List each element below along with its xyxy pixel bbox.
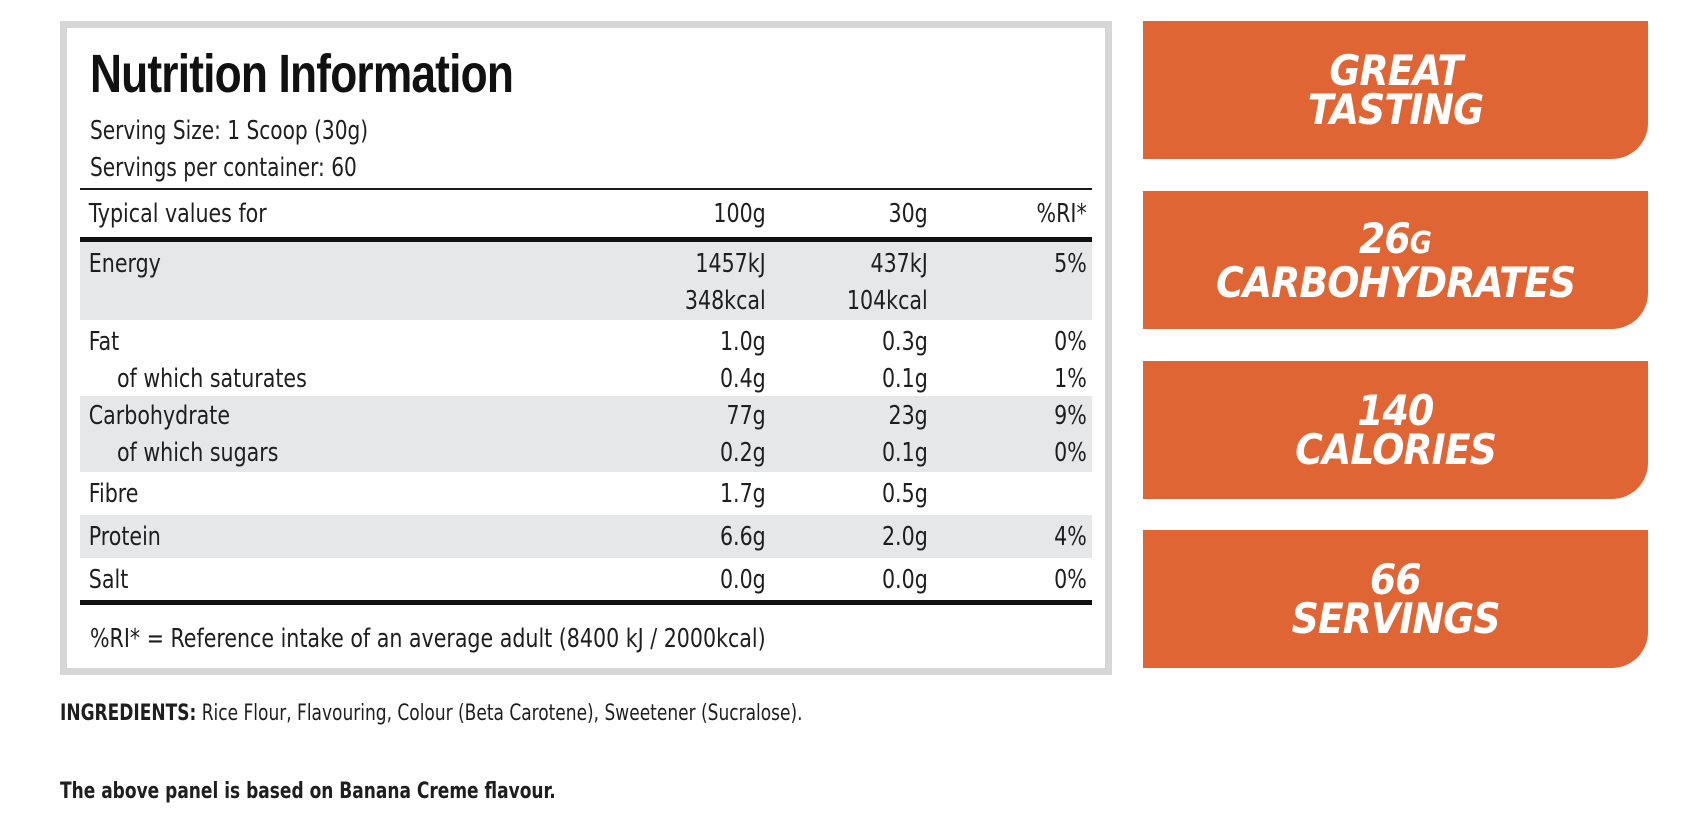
badge-line-1: 140	[1357, 386, 1434, 435]
saturates-100g: 0.4g	[719, 364, 766, 394]
carbohydrate-ri: 9%	[1054, 401, 1087, 431]
row-value-100g: 1.0g 0.4g	[627, 324, 771, 398]
fat-ri: 0%	[1054, 327, 1087, 357]
row-value-100g: 77g 0.2g	[627, 398, 771, 472]
panel-title: Nutrition Information	[90, 44, 514, 104]
badge-line-2: CARBOHYDRATES	[1215, 257, 1576, 307]
table-row-energy: Energy 1457kJ 348kcal 437kJ 104kcal 5%	[80, 242, 1092, 320]
ingredients-list: Rice Flour, Flavouring, Colour (Beta Car…	[196, 701, 803, 726]
row-value-100g: 1457kJ 348kcal	[627, 246, 771, 320]
saturates-30g: 0.1g	[881, 364, 928, 394]
row-value-30g: 437kJ 104kcal	[790, 246, 933, 320]
row-value-100g: 6.6g	[719, 522, 766, 552]
energy-kcal-30g: 104kcal	[846, 286, 928, 316]
badge-servings: 66 SERVINGS	[1143, 530, 1648, 668]
ingredients-text: INGREDIENTS: Rice Flour, Flavouring, Col…	[60, 700, 803, 728]
row-value-ri: 9% 0%	[952, 398, 1092, 472]
row-value-100g: 1.7g	[719, 479, 766, 509]
badge-line-1: 26G	[1359, 217, 1432, 263]
badge-number: 26	[1359, 213, 1411, 263]
badge-line-2: TASTING	[1307, 85, 1484, 134]
badge-unit: G	[1410, 225, 1432, 261]
sugars-30g: 0.1g	[881, 438, 928, 468]
row-value-30g: 0.0g	[881, 565, 928, 595]
table-row-carbohydrate: Carbohydrate of which sugars 77g 0.2g 23…	[80, 396, 1092, 472]
badge-great-tasting: GREAT TASTING	[1143, 21, 1648, 159]
column-header-30g: 30g	[888, 199, 928, 229]
row-label: Fat of which saturates	[80, 324, 544, 398]
servings-per-container: Servings per container: 60	[90, 153, 357, 183]
row-label: Carbohydrate of which sugars	[80, 398, 544, 472]
carbohydrate-30g: 23g	[888, 401, 928, 431]
table-header-row: Typical values for 100g 30g %RI*	[80, 190, 1092, 237]
badge-calories: 140 CALORIES	[1143, 361, 1648, 499]
table-row-fibre: Fibre 1.7g 0.5g	[80, 472, 1092, 515]
row-label: Energy	[88, 249, 161, 279]
badge-line-1: GREAT	[1329, 46, 1463, 95]
row-value-ri: 0% 1%	[952, 324, 1092, 398]
ingredients-label: INGREDIENTS:	[60, 701, 197, 726]
flavour-note: The above panel is based on Banana Creme…	[60, 779, 556, 804]
saturates-ri: 1%	[1054, 364, 1087, 394]
row-value-30g: 23g 0.1g	[790, 398, 933, 472]
badge-carbohydrates: 26G CARBOHYDRATES	[1143, 191, 1648, 329]
badge-line-2: CALORIES	[1295, 425, 1497, 474]
row-value-30g: 0.3g 0.1g	[790, 324, 933, 398]
row-value-30g: 2.0g	[881, 522, 928, 552]
row-value-ri: 0%	[1054, 565, 1087, 595]
nutrition-panel-inner: Nutrition Information Serving Size: 1 Sc…	[80, 28, 1092, 668]
ri-footnote: %RI* = Reference intake of an average ad…	[90, 624, 766, 654]
fat-30g: 0.3g	[881, 327, 928, 357]
row-label: Fibre	[88, 479, 139, 509]
column-header-100g: 100g	[713, 199, 766, 229]
sugars-label: of which sugars	[116, 438, 279, 468]
badge-line-2: SERVINGS	[1291, 594, 1500, 643]
carbohydrate-label: Carbohydrate	[88, 401, 231, 431]
row-value-ri: 5%	[1054, 249, 1087, 279]
energy-kj-100g: 1457kJ	[695, 249, 766, 279]
table-row-salt: Salt 0.0g 0.0g 0%	[80, 558, 1092, 600]
badge-line-1: 66	[1370, 555, 1422, 604]
fat-label: Fat	[88, 327, 120, 357]
nutrition-table: Typical values for 100g 30g %RI* Energy …	[80, 188, 1092, 605]
saturates-label: of which saturates	[116, 364, 307, 394]
carbohydrate-100g: 77g	[726, 401, 766, 431]
row-value-ri: 4%	[1054, 522, 1087, 552]
row-label: Salt	[88, 565, 129, 595]
table-row-protein: Protein 6.6g 2.0g 4%	[80, 515, 1092, 558]
nutrition-panel: Nutrition Information Serving Size: 1 Sc…	[60, 21, 1112, 675]
energy-kcal-100g: 348kcal	[684, 286, 766, 316]
column-header-typical: Typical values for	[88, 199, 267, 229]
header-top-rule	[80, 188, 1092, 190]
table-row-fat: Fat of which saturates 1.0g 0.4g 0.3g 0.…	[80, 320, 1092, 396]
sugars-100g: 0.2g	[719, 438, 766, 468]
row-value-100g: 0.0g	[719, 565, 766, 595]
fat-100g: 1.0g	[719, 327, 766, 357]
table-bottom-rule	[80, 600, 1092, 605]
header-bottom-rule	[80, 237, 1092, 242]
energy-kj-30g: 437kJ	[870, 249, 928, 279]
sugars-ri: 0%	[1054, 438, 1087, 468]
row-value-30g: 0.5g	[881, 479, 928, 509]
serving-size: Serving Size: 1 Scoop (30g)	[90, 116, 369, 146]
column-header-ri: %RI*	[1036, 199, 1087, 229]
row-label: Protein	[88, 522, 161, 552]
